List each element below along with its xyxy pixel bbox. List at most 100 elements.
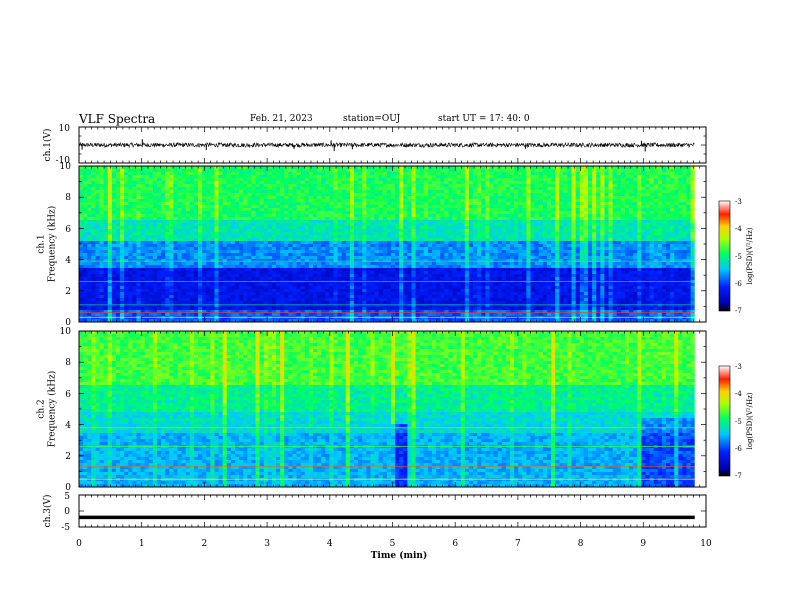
- spectrogram-cell: [144, 235, 150, 239]
- spectrogram-cell: [567, 184, 572, 188]
- spectrogram-cell: [448, 256, 453, 260]
- spectrogram-cell: [243, 199, 248, 203]
- spectrogram-cell: [148, 223, 154, 227]
- spectrogram-cell: [682, 199, 687, 203]
- spectrogram-cell: [202, 241, 207, 245]
- spectrogram-cell: [83, 220, 88, 224]
- spectrogram-cell: [403, 178, 408, 182]
- spectrogram-cell: [317, 247, 322, 251]
- spectrogram-cell: [653, 232, 659, 236]
- spectrogram-cell: [477, 220, 482, 224]
- spectrogram-cell: [83, 256, 88, 260]
- spectrogram-cell: [247, 238, 252, 242]
- spectrogram-cell: [337, 205, 343, 209]
- spectrogram-cell: [148, 235, 154, 239]
- spectrogram-cell: [148, 259, 154, 263]
- spectrogram-cell: [596, 232, 601, 236]
- spectrogram-cell: [382, 247, 388, 251]
- spectrogram-cell: [185, 190, 191, 194]
- spectrogram-cell: [452, 196, 458, 200]
- spectrogram-cell: [99, 259, 105, 263]
- spectrogram-cell: [267, 175, 273, 179]
- spectrogram-cell: [99, 247, 105, 251]
- spectrogram-cell: [670, 193, 675, 197]
- spectrogram-cell: [329, 259, 334, 263]
- spectrogram-cell: [390, 178, 396, 182]
- spectrogram-cell: [247, 175, 252, 179]
- spectrogram-cell: [284, 259, 289, 263]
- spectrogram-cell: [485, 208, 490, 212]
- spectrogram-cell: [690, 247, 696, 251]
- spectrogram-cell: [362, 205, 367, 209]
- spectrogram-cell: [321, 190, 326, 194]
- spectrogram-cell: [686, 217, 691, 221]
- spectrogram-cell: [395, 208, 400, 212]
- spectrogram-cell: [263, 256, 269, 260]
- spectrogram-cell: [530, 175, 536, 179]
- spectrogram-cell: [510, 199, 515, 203]
- spectrogram-cell: [321, 178, 326, 182]
- spectrogram-cell: [395, 169, 400, 173]
- spectrogram-cell: [382, 226, 388, 230]
- spectrogram-cell: [329, 238, 334, 242]
- spectrogram-cell: [403, 190, 408, 194]
- spectrogram-cell: [152, 202, 158, 206]
- spectrogram-cell: [378, 187, 384, 191]
- spectrogram-cell: [255, 214, 260, 218]
- spectrogram-cell: [399, 244, 404, 248]
- spectrogram-cell: [477, 205, 482, 209]
- spectrogram-cell: [193, 211, 199, 215]
- spectrogram-cell: [436, 193, 441, 197]
- spectrogram-cell: [312, 229, 318, 233]
- spectrogram-cell: [452, 244, 458, 248]
- spectrogram-cell: [345, 235, 351, 239]
- spectrogram-cell: [308, 217, 314, 221]
- spectrogram-cell: [551, 169, 556, 173]
- spectrogram-cell: [345, 232, 351, 236]
- spectrogram-cell: [243, 193, 248, 197]
- spectrogram-cell: [583, 193, 589, 197]
- spectrogram-cell: [432, 175, 437, 179]
- spectrogram-cell: [423, 172, 429, 176]
- spectrogram-cell: [214, 250, 219, 254]
- spectrogram-cell: [181, 229, 187, 233]
- spectrogram-cell: [144, 256, 150, 260]
- spectrogram-cell: [115, 220, 121, 224]
- spectrogram-cell: [111, 202, 117, 206]
- spectrogram-cell: [156, 229, 162, 233]
- spectrogram-cell: [87, 253, 92, 257]
- spectrogram-cell: [657, 166, 663, 170]
- spectrogram-cell: [173, 202, 178, 206]
- spectrogram-cell: [493, 214, 499, 218]
- spectrogram-cell: [604, 235, 609, 239]
- spectrogram-cell: [624, 244, 630, 248]
- spectrogram-cell: [583, 166, 589, 170]
- spectrogram-cell: [555, 247, 560, 251]
- spectrogram-cell: [390, 184, 396, 188]
- spectrogram-cell: [87, 256, 92, 260]
- spectrogram-cell: [661, 226, 667, 230]
- spectrogram-cell: [571, 217, 577, 221]
- spectrogram-cell: [559, 211, 564, 215]
- spectrogram-cell: [538, 172, 544, 176]
- spectrogram-cell: [670, 169, 675, 173]
- spectrogram-cell: [173, 205, 178, 209]
- spectrogram-cell: [460, 220, 466, 224]
- spectrogram-cell: [144, 172, 150, 176]
- spectrogram-cell: [271, 253, 277, 257]
- spectrogram-cell: [144, 220, 150, 224]
- spectrogram-cell: [567, 178, 572, 182]
- spectrogram-cell: [91, 250, 96, 254]
- spectrogram-cell: [181, 259, 187, 263]
- spectrogram-cell: [354, 187, 359, 191]
- spectrogram-cell: [624, 205, 630, 209]
- spectrogram-cell: [444, 220, 449, 224]
- spectrogram-cell: [136, 205, 141, 209]
- spectrogram-cell: [358, 232, 363, 236]
- spectrogram-cell: [120, 217, 125, 221]
- spectrogram-cell: [308, 169, 314, 173]
- spectrogram-cell: [583, 208, 589, 212]
- spectrogram-cell: [333, 193, 338, 197]
- spectrogram-cell: [341, 172, 347, 176]
- spectrogram-cell: [452, 256, 458, 260]
